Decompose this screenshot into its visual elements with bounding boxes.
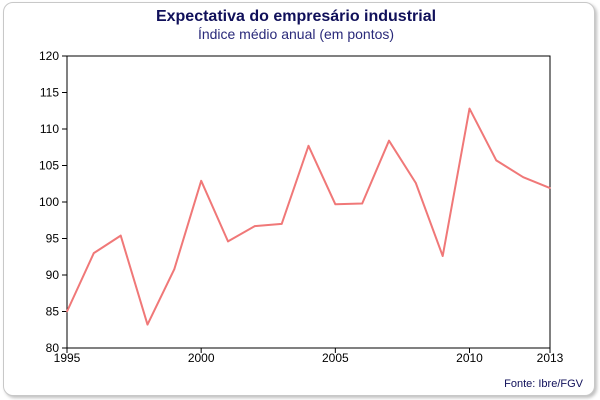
series-layer	[66, 107, 551, 326]
data-point	[441, 255, 444, 257]
x-tick-label: 2005	[322, 351, 349, 365]
data-point	[254, 225, 256, 227]
series-line	[66, 107, 551, 326]
data-point	[173, 268, 176, 270]
data-point	[227, 240, 229, 243]
x-tick-label: 1995	[54, 351, 81, 365]
y-tick-label: 100	[39, 195, 59, 209]
data-point	[66, 310, 68, 313]
chart-title: Expectativa do empresário industrial	[156, 8, 436, 25]
y-tick-label: 80	[46, 341, 60, 355]
data-point	[200, 180, 202, 182]
y-tick-label: 90	[46, 268, 60, 282]
y-tick-label: 105	[39, 159, 59, 173]
data-point	[93, 252, 95, 254]
data-point	[119, 234, 122, 237]
chart-card	[3, 2, 595, 396]
chart-subtitle: Índice médio anual (em pontos)	[198, 26, 394, 42]
data-point	[549, 187, 551, 189]
x-axis: 1995 2000 2005 2010 2013	[54, 348, 564, 365]
data-point	[146, 323, 149, 326]
x-tick-label: 2010	[456, 351, 483, 365]
y-tick-label: 85	[46, 305, 60, 319]
x-tick-label: 2013	[537, 351, 564, 365]
y-tick-label: 95	[46, 232, 60, 246]
data-point	[495, 159, 498, 162]
data-point	[468, 107, 471, 110]
y-axis: 80 85 90 95 100 105 110 115 120	[39, 49, 67, 355]
data-point	[334, 203, 337, 205]
data-point	[307, 144, 310, 147]
plot-area	[66, 55, 551, 349]
data-point	[522, 176, 524, 178]
source-note: Fonte: Ibre/FGV	[504, 378, 584, 390]
data-point	[280, 223, 283, 225]
y-tick-label: 110	[40, 122, 59, 136]
y-tick-label: 120	[39, 49, 59, 63]
data-point	[361, 202, 363, 205]
data-point	[388, 139, 390, 142]
x-tick-label: 2000	[188, 351, 215, 365]
data-point	[415, 182, 417, 184]
y-tick-label: 115	[40, 86, 59, 100]
